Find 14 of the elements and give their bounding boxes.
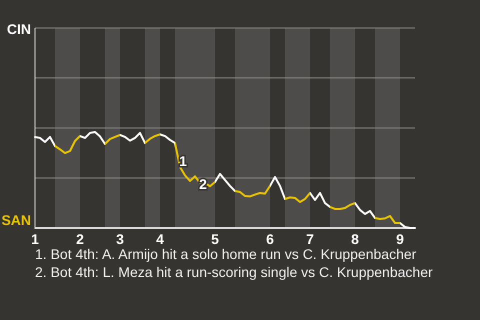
- x-tick-label: 1: [31, 231, 40, 247]
- x-tick-label: 5: [211, 231, 220, 247]
- text: SAN: [1, 212, 31, 228]
- text: 2. Bot 4th: L. Meza hit a run-scoring single vs C. Kruppenbacher: [35, 264, 433, 280]
- x-tick-label: 9: [396, 231, 404, 247]
- x-tick-label: 7: [306, 231, 314, 247]
- x-tick-label: 6: [266, 231, 274, 247]
- annotation: 1: [179, 153, 188, 169]
- text: 1. Bot 4th: A. Armijo hit a solo home run vs C. Kruppenbacher: [35, 246, 417, 262]
- x-tick-label: 4: [156, 231, 164, 247]
- x-tick-label: 3: [116, 231, 124, 247]
- text: CIN: [6, 21, 31, 37]
- x-tick-label: 8: [351, 231, 360, 247]
- x-tick-label: 2: [76, 231, 84, 247]
